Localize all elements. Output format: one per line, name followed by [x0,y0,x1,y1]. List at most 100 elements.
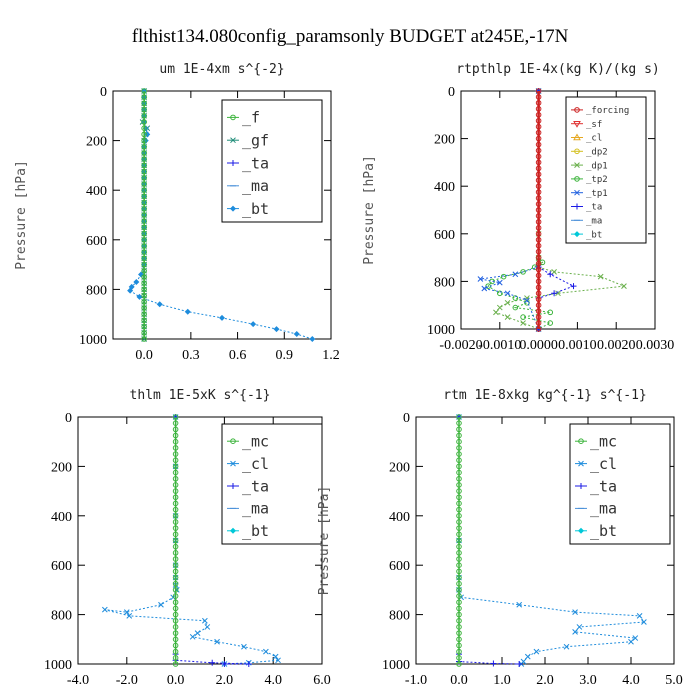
y-tick-label: 200 [434,133,455,148]
data-point [504,299,511,306]
data-point [524,653,531,660]
legend-marker [574,189,580,196]
data-point [141,305,147,311]
data-point [293,331,300,338]
data-point [172,432,179,439]
x-tick-label: 1.0 [493,673,511,688]
data-point [456,550,462,556]
data-point [194,630,201,636]
data-point [456,475,462,482]
data-point [141,286,147,293]
data-point [456,463,462,470]
data-point [456,531,462,538]
legend-marker [230,527,236,534]
legend-label: _ta [586,203,602,213]
x-tick-label: 0.0010 [558,338,597,353]
y-tick-label: 400 [86,184,107,199]
data-point [141,261,147,268]
data-point [535,236,542,243]
data-point [272,653,279,660]
data-point [141,237,147,243]
data-point [141,255,147,262]
data-point [535,189,542,195]
panel-title: rtpthlp 1E-4x(kg K)/(kg s) [456,62,660,77]
y-tick-label: 1000 [79,333,107,348]
data-point [497,290,503,297]
x-tick-label: -4.0 [67,673,89,688]
data-point [456,426,462,433]
x-tick-label: 0.0 [167,673,185,688]
legend-label: _f [242,109,260,127]
data-point [141,175,147,181]
y-tick-label: 0 [100,85,107,100]
data-point [141,218,147,224]
y-tick-label: 800 [434,275,455,290]
y-tick-label: 600 [86,234,107,249]
legend-label: _cl [242,455,269,473]
data-point [141,162,147,169]
data-point [141,119,147,125]
data-point [535,159,542,166]
data-point [535,207,542,213]
x-tick-label: 0.0 [135,348,153,363]
legend-marker [574,231,580,238]
data-point [524,297,530,304]
data-point [535,225,542,231]
legend: _f _gf _ta _ma _bt [221,99,323,223]
legend-label: _cl [586,134,602,144]
data-point [555,290,561,297]
legend-label: _tp1 [586,189,608,199]
data-point [535,320,542,326]
legend-label: _sf [586,120,602,130]
data-point [172,543,179,550]
legend-marker [574,148,580,155]
data-point [141,100,147,107]
x-tick-label: 2.0 [216,673,234,688]
legend-marker [574,176,580,182]
data-point [172,451,179,457]
legend-label: _bt [242,200,269,218]
data-point [535,106,542,112]
legend: _forcing _sf _cl _dp2 _dp1 _tp2 _tp1 _ta _ma _bt [565,96,647,244]
data-point [535,123,542,130]
data-point [172,531,179,538]
legend-marker [230,137,236,144]
data-point [456,414,462,420]
data-point [535,260,542,267]
x-tick-label: 0.0 [450,673,468,688]
data-point [456,513,462,519]
data-point [141,88,147,94]
data-point [456,556,462,562]
y-tick-label: 600 [51,559,72,574]
y-tick-label: 0 [448,85,455,100]
data-point [275,657,281,664]
data-point [141,336,147,342]
data-point [535,248,542,255]
data-point [520,314,526,320]
legend-marker [578,483,584,489]
y-tick-label: 200 [51,460,72,475]
chart-panel-1: um 1E-4xm s^{-2} Pressure [hPa] 0 200 400 600… [14,62,340,363]
data-point [520,269,526,275]
data-point [241,643,247,650]
y-tick-label: 800 [86,283,107,298]
data-point [141,168,147,175]
data-point [547,309,554,316]
data-point [123,609,130,615]
data-point [535,201,542,207]
data-point [204,624,211,630]
data-point [141,299,147,305]
data-point [535,219,542,225]
data-point [141,113,147,119]
x-tick-label: 0.0000 [519,338,558,353]
x-tick-label: -1.0 [405,673,427,688]
x-tick-label: 4.0 [622,673,640,688]
data-point [172,438,179,445]
series-forcing [535,88,542,332]
data-point [535,302,542,309]
data-point [516,661,523,667]
data-point [141,330,147,336]
legend-marker [230,460,236,467]
series-mc [456,414,462,667]
data-point [490,660,497,667]
